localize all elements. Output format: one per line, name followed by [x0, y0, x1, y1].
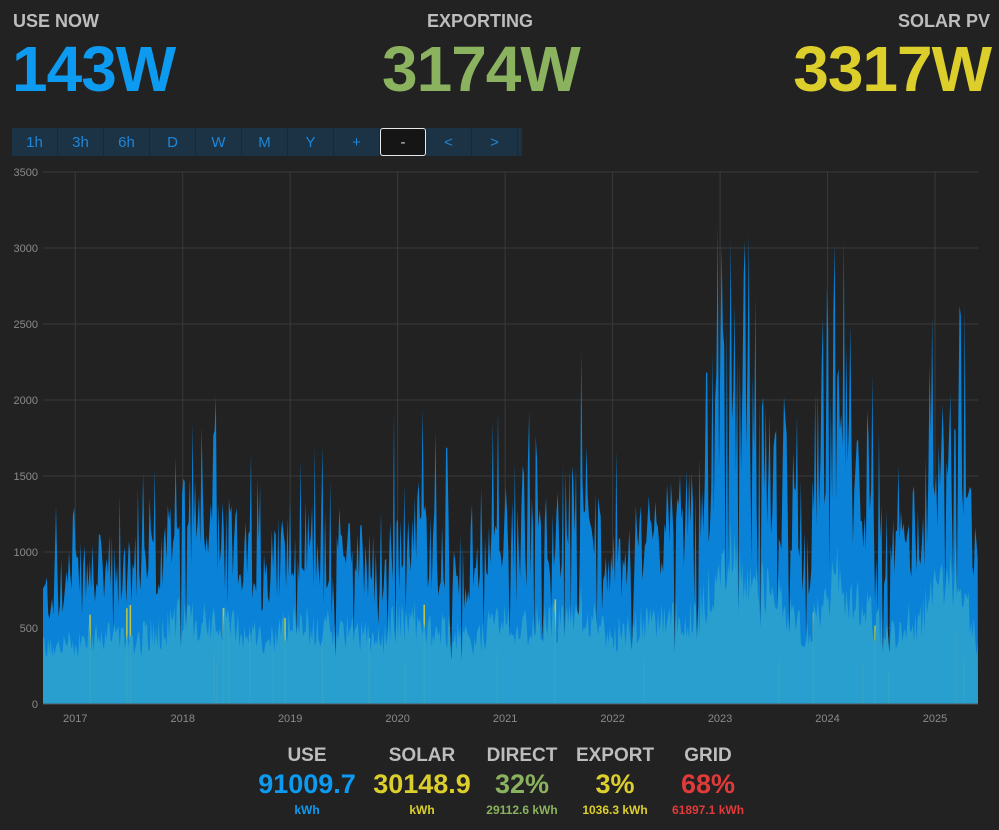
use-now-value: 143W [12, 33, 176, 105]
x-tick-label: 2018 [170, 713, 194, 725]
summary-grid-value: 68% [680, 769, 736, 799]
summary-grid-unit: 61897.1 kWh [671, 803, 745, 817]
chart-axes: 0 500 1000 1500 2000 2500 3000 3500 2017 2018 2019… [14, 167, 978, 725]
solar-pv-value: 3317W [793, 33, 992, 105]
x-tick-label: 2025 [923, 713, 947, 725]
summary-direct-title: DIRECT [486, 745, 558, 766]
range-month-button[interactable]: M [242, 128, 288, 156]
y-tick-label: 3500 [14, 167, 38, 179]
y-tick-label: 500 [20, 623, 38, 635]
series-base-load-area [43, 521, 978, 704]
exporting-label: EXPORTING [427, 11, 534, 31]
summary-direct-value: 32% [494, 769, 550, 799]
x-tick-label: 2023 [708, 713, 732, 725]
x-tick-label: 2019 [278, 713, 302, 725]
y-tick-label: 1500 [14, 471, 38, 483]
y-tick-label: 0 [32, 699, 38, 711]
y-tick-label: 2000 [14, 395, 38, 407]
x-tick-label: 2024 [815, 713, 839, 725]
x-tick-label: 2017 [63, 713, 87, 725]
y-tick-label: 2500 [14, 319, 38, 331]
pan-right-button[interactable]: > [472, 128, 518, 156]
time-range-toolbar: 1h 3h 6h D W M Y + - < > [12, 128, 522, 156]
range-1h-button[interactable]: 1h [12, 128, 58, 156]
summary-export-value: 3% [595, 769, 635, 799]
summary-use-title: USE [287, 745, 327, 766]
exporting-value: 3174W [382, 33, 581, 105]
x-tick-label: 2021 [493, 713, 517, 725]
range-3h-button[interactable]: 3h [58, 128, 104, 156]
summary-export-title: EXPORT [575, 745, 655, 766]
summary-export-unit: 1036.3 kWh [582, 803, 648, 817]
summary-use-unit: kWh [294, 803, 320, 817]
summary-direct: DIRECT 32% 29112.6 kWh [486, 744, 557, 817]
power-history-chart[interactable]: 0 500 1000 1500 2000 2500 3000 3500 2017 2018 2019… [0, 164, 999, 728]
x-tick-label: 2020 [385, 713, 409, 725]
summary-export: EXPORT 3% 1036.3 kWh [576, 744, 654, 817]
summary-grid: GRID 68% 61897.1 kWh [672, 744, 744, 817]
y-tick-label: 3000 [14, 243, 38, 255]
y-tick-label: 1000 [14, 547, 38, 559]
use-now-label: USE NOW [13, 11, 100, 31]
zoom-in-button[interactable]: + [334, 128, 380, 156]
pan-left-button[interactable]: < [426, 128, 472, 156]
summary-use-value: 91009.7 [258, 769, 356, 799]
range-6h-button[interactable]: 6h [104, 128, 150, 156]
zoom-out-button[interactable]: - [380, 128, 426, 156]
summary-grid-title: GRID [684, 745, 732, 766]
summary-solar-title: SOLAR [388, 745, 456, 766]
series-total-use-area [43, 225, 978, 704]
solar-pv-label: SOLAR PV [897, 11, 990, 31]
summary-use: USE 91009.7 kWh [258, 744, 356, 817]
x-tick-label: 2022 [600, 713, 624, 725]
range-week-button[interactable]: W [196, 128, 242, 156]
range-year-button[interactable]: Y [288, 128, 334, 156]
chart-series-area [43, 225, 978, 704]
summary-solar-value: 30148.9 [373, 769, 471, 799]
summary-solar-unit: kWh [409, 803, 435, 817]
summary-direct-unit: 29112.6 kWh [486, 803, 558, 817]
range-day-button[interactable]: D [150, 128, 196, 156]
summary-solar: SOLAR 30148.9 kWh [373, 744, 471, 817]
